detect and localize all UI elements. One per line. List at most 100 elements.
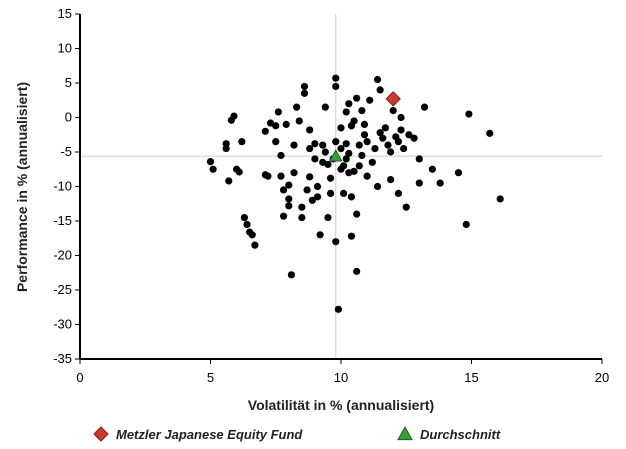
data-point: [327, 190, 334, 197]
data-point: [364, 138, 371, 145]
data-point: [486, 130, 493, 137]
y-tick-label: -35: [53, 351, 72, 366]
data-point: [324, 214, 331, 221]
data-point: [384, 142, 391, 149]
data-point: [283, 121, 290, 128]
data-point: [314, 193, 321, 200]
y-tick-label: 15: [58, 6, 72, 21]
data-point: [437, 179, 444, 186]
data-point: [340, 190, 347, 197]
data-point: [356, 162, 363, 169]
data-point: [314, 183, 321, 190]
data-point: [345, 150, 352, 157]
data-point: [303, 186, 310, 193]
data-point: [429, 166, 436, 173]
x-tick-label: 0: [76, 370, 83, 385]
data-point: [277, 152, 284, 159]
data-point: [207, 158, 214, 165]
y-axis-title: Performance in % (annualisiert): [14, 82, 30, 292]
data-point: [395, 190, 402, 197]
data-point: [377, 129, 384, 136]
data-point: [275, 108, 282, 115]
data-point: [332, 138, 339, 145]
data-point: [285, 195, 292, 202]
data-point: [395, 138, 402, 145]
data-point: [361, 121, 368, 128]
legend: Metzler Japanese Equity Fund Durchschnit…: [94, 427, 501, 442]
data-point: [465, 110, 472, 117]
data-point: [225, 177, 232, 184]
legend-average-label: Durchschnitt: [420, 427, 501, 442]
legend-fund-label: Metzler Japanese Equity Fund: [116, 427, 303, 442]
y-tick-labels: 15 10 5 0 -5 -10 -15 -20 -25 -30 -35: [53, 6, 72, 366]
y-tick-label: -15: [53, 213, 72, 228]
data-point: [301, 83, 308, 90]
data-point: [285, 202, 292, 209]
data-point: [421, 104, 428, 111]
data-point: [230, 113, 237, 120]
data-point: [241, 214, 248, 221]
data-point: [337, 124, 344, 131]
data-point: [311, 155, 318, 162]
data-point: [377, 86, 384, 93]
data-point: [348, 122, 355, 129]
x-tick-label: 5: [207, 370, 214, 385]
data-point: [293, 104, 300, 111]
data-point: [353, 211, 360, 218]
data-point: [210, 166, 217, 173]
data-point: [366, 97, 373, 104]
data-point: [358, 152, 365, 159]
y-tick-label: -5: [60, 144, 72, 159]
data-point: [301, 90, 308, 97]
data-point: [306, 173, 313, 180]
data-point: [348, 193, 355, 200]
data-points: [207, 75, 504, 313]
data-point: [364, 173, 371, 180]
data-point: [374, 183, 381, 190]
data-point: [361, 131, 368, 138]
legend-fund-marker: [94, 427, 108, 441]
data-point: [343, 140, 350, 147]
x-tick-label: 15: [464, 370, 478, 385]
data-point: [262, 128, 269, 135]
data-point: [455, 169, 462, 176]
data-point: [340, 162, 347, 169]
data-point: [332, 83, 339, 90]
data-point: [290, 142, 297, 149]
data-point: [397, 126, 404, 133]
x-tick-label: 20: [595, 370, 609, 385]
data-point: [290, 169, 297, 176]
data-point: [390, 107, 397, 114]
data-point: [410, 135, 417, 142]
data-point: [343, 108, 350, 115]
data-point: [358, 107, 365, 114]
data-point: [272, 138, 279, 145]
data-point: [317, 231, 324, 238]
data-point: [353, 268, 360, 275]
data-point: [400, 145, 407, 152]
data-point: [403, 204, 410, 211]
data-point: [463, 221, 470, 228]
data-point: [322, 148, 329, 155]
x-axis-title: Volatilität in % (annualisiert): [248, 397, 434, 413]
data-point: [416, 155, 423, 162]
data-point: [335, 306, 342, 313]
fund-point: [386, 92, 400, 106]
y-tick-label: -30: [53, 317, 72, 332]
data-point: [288, 271, 295, 278]
x-tick-label: 10: [334, 370, 348, 385]
data-point: [243, 221, 250, 228]
data-point: [238, 138, 245, 145]
data-point: [369, 159, 376, 166]
data-point: [397, 114, 404, 121]
data-point: [350, 168, 357, 175]
y-tick-label: -10: [53, 179, 72, 194]
y-tick-label: 10: [58, 41, 72, 56]
data-point: [387, 176, 394, 183]
legend-average-marker: [398, 427, 412, 440]
data-point: [416, 179, 423, 186]
data-point: [324, 161, 331, 168]
data-point: [296, 117, 303, 124]
data-point: [311, 140, 318, 147]
